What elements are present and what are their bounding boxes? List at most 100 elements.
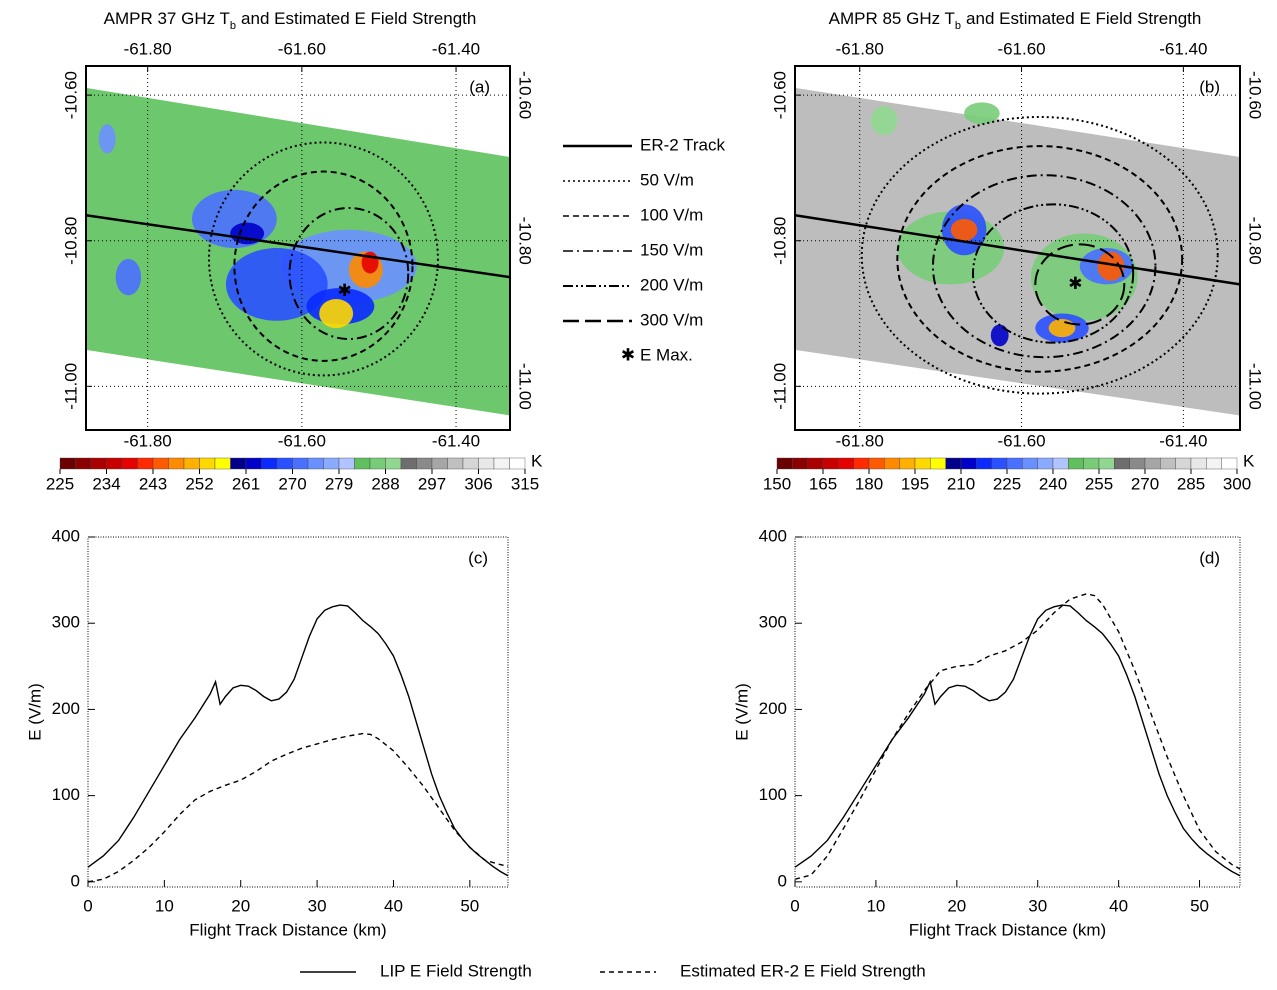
- x-tick-label: -61.80: [836, 39, 884, 58]
- colorbar-tick-label: 225: [46, 474, 74, 493]
- colorbar-cell: [1206, 457, 1222, 470]
- y-tick-label: 400: [52, 526, 80, 545]
- x-tick-label: -61.40: [432, 431, 480, 450]
- colorbar-cell: [431, 457, 448, 470]
- colorbar-cell: [214, 457, 231, 470]
- colorbar-cell: [199, 457, 216, 470]
- y-tick-label: 200: [52, 699, 80, 718]
- x-tick-label: 40: [384, 896, 403, 915]
- er2-track: [85, 214, 511, 279]
- colorbar-tick-label: 165: [809, 474, 837, 493]
- colorbar-cell: [991, 457, 1008, 470]
- y-tick-label: -11.00: [61, 363, 80, 410]
- colorbar-cell: [292, 457, 309, 470]
- colorbar-cell: [307, 457, 324, 470]
- contour: [972, 203, 1135, 344]
- colorbar-cell: [509, 457, 526, 470]
- panel-title: AMPR 85 GHz Tb and Estimated E Field Stre…: [829, 9, 1202, 31]
- legend-label: 150 V/m: [640, 240, 703, 259]
- colorbar-tick-label: 225: [993, 474, 1021, 493]
- y-tick-label: -10.80: [61, 217, 80, 265]
- x-tick-label: 20: [231, 896, 250, 915]
- colorbar-cell: [59, 457, 76, 470]
- title-rest: and Estimated E Field Strength: [241, 9, 476, 28]
- colorbar-cell: [1052, 457, 1069, 470]
- contour: [896, 145, 1184, 373]
- colorbar-cell: [807, 457, 824, 470]
- swath: [795, 87, 1240, 416]
- colorbar-cell: [1068, 457, 1084, 470]
- y-tick-label: -10.60: [1246, 71, 1265, 119]
- colorbar-cell: [1144, 457, 1161, 470]
- colorbar-cell: [245, 457, 262, 470]
- colorbar-cell: [822, 457, 839, 470]
- colorbar-cell: [462, 457, 479, 470]
- colorbar-tick-label: 297: [418, 474, 446, 493]
- echo: [115, 258, 142, 296]
- colorbar-cell: [400, 457, 417, 470]
- contour: [1034, 243, 1126, 326]
- colorbar-cell: [137, 457, 154, 470]
- echo: [98, 124, 116, 154]
- panel-label: (a): [469, 77, 490, 96]
- x-tick-label: 50: [1190, 896, 1209, 915]
- x-tick-label: -61.80: [124, 39, 172, 58]
- echo: [1048, 318, 1076, 338]
- colorbar-cell: [493, 457, 510, 470]
- data-line: [87, 604, 509, 877]
- colorbar-cell: [868, 457, 885, 470]
- legend-label: 50 V/m: [640, 170, 694, 189]
- y-tick-label: 300: [52, 613, 80, 632]
- x-tick-label: 50: [460, 896, 479, 915]
- y-tick-label: -10.60: [770, 71, 789, 119]
- y-tick-label: 400: [759, 526, 787, 545]
- colorbar-cell: [106, 457, 123, 470]
- x-tick-label: 0: [790, 896, 799, 915]
- y-tick-label: -10.80: [770, 217, 789, 265]
- panel-label: (c): [468, 548, 488, 567]
- echo: [950, 218, 978, 241]
- y-tick-label: -10.80: [1246, 217, 1265, 265]
- colorbar-cell: [276, 457, 293, 470]
- colorbar-cell: [338, 457, 355, 470]
- colorbar-cell: [1006, 457, 1023, 470]
- colorbar-tick-label: 180: [855, 474, 883, 493]
- x-tick-label: 0: [83, 896, 92, 915]
- colorbar-tick-label: 234: [92, 474, 120, 493]
- plot-frame: [85, 65, 511, 431]
- colorbar-tick-label: 261: [232, 474, 260, 493]
- x-tick-label: 30: [308, 896, 327, 915]
- colorbar-cell: [1022, 457, 1038, 470]
- y-tick-label: -10.60: [61, 71, 80, 119]
- colorbar-cell: [838, 457, 854, 470]
- colorbar-cell: [1160, 457, 1176, 470]
- legend-label: E Max.: [640, 345, 693, 364]
- colorbar-tick-label: 270: [278, 474, 306, 493]
- y-tick-label: 300: [759, 613, 787, 632]
- plot-frame: [794, 65, 1241, 431]
- echo: [990, 324, 1009, 347]
- y-tick-label: -10.80: [516, 217, 535, 265]
- legend-label: 300 V/m: [640, 310, 703, 329]
- panel-label: (d): [1199, 548, 1220, 567]
- legend-symbol: ✱: [621, 345, 635, 364]
- y-tick-label: 100: [759, 785, 787, 804]
- title-subscript: b: [955, 20, 961, 32]
- colorbar-unit: K: [1243, 451, 1255, 470]
- legend-label: LIP E Field Strength: [380, 961, 532, 980]
- colorbar-cell: [776, 457, 793, 470]
- colorbar-cell: [1098, 457, 1115, 470]
- y-tick-label: -11.00: [1246, 363, 1265, 410]
- colorbar-cell: [75, 457, 92, 470]
- colorbar-cell: [1190, 457, 1207, 470]
- colorbar-tick-label: 288: [371, 474, 399, 493]
- colorbar-cell: [183, 457, 200, 470]
- y-tick-label: 200: [759, 699, 787, 718]
- legend-label: Estimated ER-2 E Field Strength: [680, 961, 926, 980]
- plot-frame: [794, 536, 1241, 888]
- colorbar-cell: [1037, 457, 1054, 470]
- colorbar-cell: [1129, 457, 1146, 470]
- x-tick-label: -61.80: [836, 431, 884, 450]
- y-tick-label: 0: [71, 871, 80, 890]
- title-main: AMPR 85 GHz T: [829, 9, 955, 28]
